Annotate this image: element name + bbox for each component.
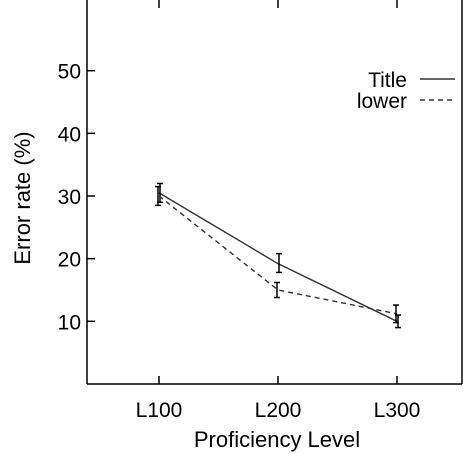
y-tick-label: 50 (58, 61, 81, 84)
x-tick-label: L300 (374, 399, 421, 422)
series-title (157, 182, 401, 329)
x-tick-label: L100 (136, 399, 183, 422)
y-axis-label: Error rate (%) (10, 131, 35, 264)
legend-label-lower: lower (357, 90, 407, 113)
series-layer (155, 182, 401, 329)
axes: 10 20 30 40 50 L100 L200 L300 (58, 0, 463, 422)
y-tick-label: 40 (58, 123, 81, 146)
series-lower (155, 185, 399, 324)
x-tick-label: L200 (255, 399, 302, 422)
y-tick-label: 20 (58, 249, 81, 272)
y-tick-label: 30 (58, 186, 81, 209)
y-tick-label: 10 (58, 311, 81, 334)
legend-label-title: Title (368, 69, 407, 92)
series-line (158, 192, 398, 322)
x-axis-label: Proficiency Level (194, 427, 360, 452)
